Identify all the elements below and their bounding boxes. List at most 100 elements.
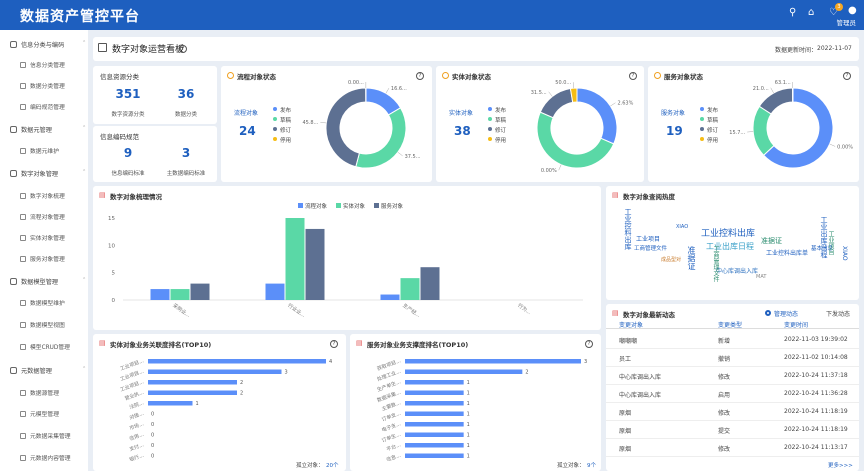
bar xyxy=(405,401,464,406)
sidebar-item[interactable]: 元模型管理 xyxy=(20,409,59,418)
sidebar-item[interactable]: 信息分类管理 xyxy=(20,60,65,69)
bar xyxy=(305,228,325,300)
stat-value: 9 xyxy=(123,146,133,160)
bar xyxy=(190,283,210,300)
card-title: 流程对象状态 xyxy=(237,73,276,81)
sidebar-group-data-element[interactable]: 数据元管理 ⌃ xyxy=(10,125,86,134)
sidebar-item[interactable]: 数字对象梳理 xyxy=(20,191,65,200)
status-icon xyxy=(654,72,661,79)
help-icon[interactable]: ? xyxy=(416,72,424,80)
bar xyxy=(285,218,305,300)
sidebar-item[interactable]: 数据模型维护 xyxy=(20,298,65,307)
object-name: 服务对象 xyxy=(661,110,686,117)
bell-icon[interactable]: ♡ xyxy=(829,7,838,18)
list-icon xyxy=(20,300,26,306)
sidebar-item[interactable]: 数据分类管理 xyxy=(20,81,65,90)
table-cell: 2022-10-24 11:37:18 xyxy=(784,372,848,379)
value-label: 0 xyxy=(151,443,154,449)
chart-icon: ▤ xyxy=(612,191,619,199)
tab-distribution[interactable]: 下发动态 xyxy=(826,311,851,318)
tab-management[interactable]: 管理动态 xyxy=(774,311,799,318)
leader-line xyxy=(770,87,774,94)
chevron-icon: ⌃ xyxy=(82,125,87,131)
value-label: 3 xyxy=(584,359,587,365)
object-name: 流程对象 xyxy=(234,110,259,117)
sidebar-item[interactable]: 编码规范管理 xyxy=(20,102,65,111)
sidebar-group-digital-object[interactable]: 数字对象管理 ⌃ xyxy=(10,169,86,178)
help-icon[interactable]: ? xyxy=(629,72,637,80)
legend-swatch xyxy=(374,203,379,208)
value-label: 1 xyxy=(467,401,470,407)
leader-line xyxy=(320,121,327,124)
sidebar-item[interactable]: 流程对象管理 xyxy=(20,212,65,221)
isolated-count[interactable]: 20个 xyxy=(326,463,339,469)
table-row[interactable]: 原烟 修改 2022-10-24 11:18:19 xyxy=(606,403,859,421)
card-title: 服务对象状态 xyxy=(664,73,703,81)
legend-item: 草稿 xyxy=(273,116,291,126)
bar xyxy=(148,359,326,364)
sidebar-item[interactable]: 元数据内容管理 xyxy=(20,453,71,462)
user-avatar-icon[interactable]: ● xyxy=(848,5,857,16)
cloud-word: 工业控料出库 xyxy=(701,229,756,239)
sidebar-item[interactable]: 元数据采集管理 xyxy=(20,431,71,440)
chart-icon: ▤ xyxy=(612,309,619,317)
table-row[interactable]: 员工 撤销 2022-11-02 10:14:08 xyxy=(606,349,859,367)
sidebar-item[interactable]: 数据源管理 xyxy=(20,388,59,397)
user-name[interactable]: 管理员 xyxy=(836,19,857,27)
home-icon[interactable]: ⌂ xyxy=(808,7,815,18)
isolated-count[interactable]: 9个 xyxy=(587,463,596,469)
help-icon[interactable]: ? xyxy=(585,340,593,348)
list-icon xyxy=(20,433,26,439)
folder-icon xyxy=(10,126,17,133)
chevron-icon: ⌃ xyxy=(82,366,87,372)
leader-line xyxy=(548,91,553,97)
bar xyxy=(148,369,282,374)
update-time: 2022-11-07 xyxy=(817,45,852,52)
object-count: 24 xyxy=(239,124,256,138)
sidebar-group-data-model[interactable]: 数据模型管理 ⌃ xyxy=(10,277,86,286)
list-icon xyxy=(20,322,26,328)
table-row[interactable]: 中心库调出入库 启用 2022-10-24 11:36:28 xyxy=(606,385,859,403)
legend-item: 停用 xyxy=(273,136,291,146)
sidebar-item[interactable]: 实体对象管理 xyxy=(20,233,65,242)
bar xyxy=(148,380,237,385)
folder-icon xyxy=(10,170,17,177)
sidebar-item[interactable]: 服务对象管理 xyxy=(20,254,65,263)
bar xyxy=(405,390,464,395)
more-link[interactable]: 更多>>> xyxy=(828,463,853,469)
bar xyxy=(405,443,464,448)
table-cell: 修改 xyxy=(718,410,731,417)
y-tick-label: 5 xyxy=(112,271,116,277)
value-label: 0 xyxy=(151,422,154,428)
info-resource-card: 信息资源分类 351 数字资源分类 36 数据分类 xyxy=(93,66,217,124)
dashboard-icon xyxy=(98,43,107,52)
table-row[interactable]: 中心库调出入库 修改 2022-10-24 11:37:18 xyxy=(606,367,859,385)
table-row[interactable]: 嘲嘲嘲 新增 2022-11-03 19:39:02 xyxy=(606,331,859,349)
list-icon xyxy=(20,62,26,68)
sidebar-group-classification[interactable]: 信息分类与编码 ⌃ xyxy=(10,40,86,49)
sidebar-item[interactable]: 数据模型视图 xyxy=(20,320,65,329)
table-row[interactable]: 原烟 修改 2022-10-24 11:13:17 xyxy=(606,439,859,457)
help-icon[interactable]: ? xyxy=(843,72,851,80)
value-label: 2 xyxy=(240,380,243,386)
search-icon[interactable]: ⚲ xyxy=(789,7,797,18)
table-cell: 2022-10-24 11:18:19 xyxy=(784,426,848,433)
leader-line xyxy=(397,152,403,157)
value-label: 1 xyxy=(467,454,470,460)
stat-value: 351 xyxy=(115,87,141,101)
sidebar-item[interactable]: 模型CRUD管理 xyxy=(20,342,70,351)
sidebar-item[interactable]: 数据元维护 xyxy=(20,146,59,155)
sidebar-group-metadata[interactable]: 元数据管理 ⌃ xyxy=(10,366,86,375)
entity-donut-chart: 2.63% 0.00% 31.5... 50.0... xyxy=(531,80,634,174)
table-row[interactable]: 原烟 提交 2022-10-24 11:18:19 xyxy=(606,421,859,439)
cloud-word: 工业出库日程 xyxy=(706,242,754,251)
value-label: 1 xyxy=(467,422,470,428)
help-icon[interactable]: ? xyxy=(330,340,338,348)
cloud-word: 工业出库日程 xyxy=(820,216,828,258)
cloud-word: 准据证 xyxy=(761,237,782,245)
column-header: 变更时间 xyxy=(784,322,809,329)
help-icon[interactable]: ? xyxy=(179,45,187,53)
card-title: 数字对象最新动态 xyxy=(623,311,675,319)
radio-icon[interactable] xyxy=(765,310,771,316)
